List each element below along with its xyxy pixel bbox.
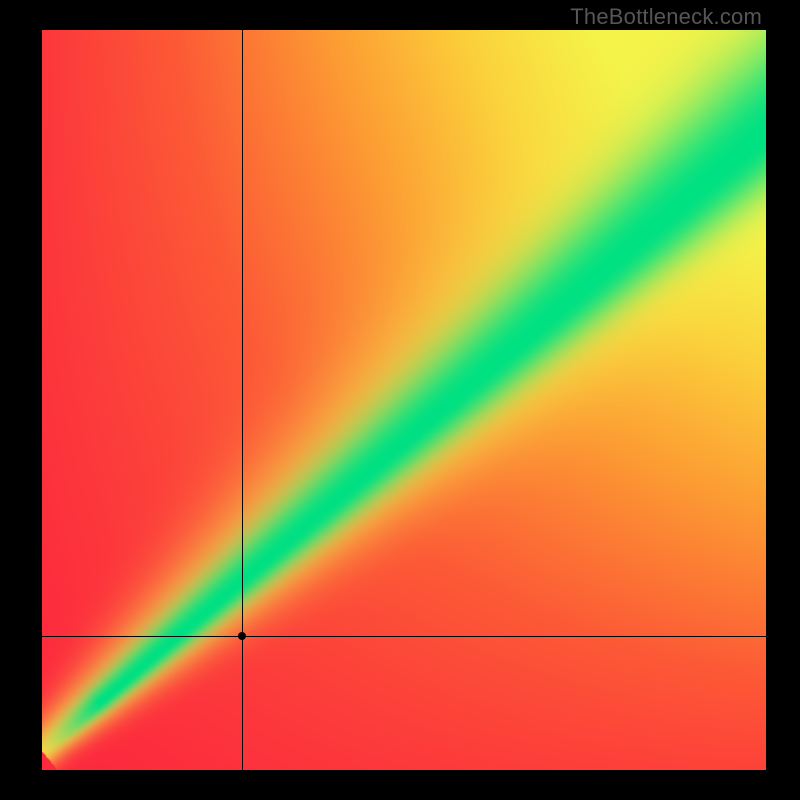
watermark-text: TheBottleneck.com <box>570 4 762 30</box>
crosshair-horizontal <box>42 636 766 637</box>
heatmap-plot <box>42 30 766 770</box>
heatmap-canvas-holder <box>42 30 766 770</box>
heatmap-canvas <box>42 30 766 770</box>
crosshair-vertical <box>242 30 243 770</box>
crosshair-dot <box>238 632 246 640</box>
